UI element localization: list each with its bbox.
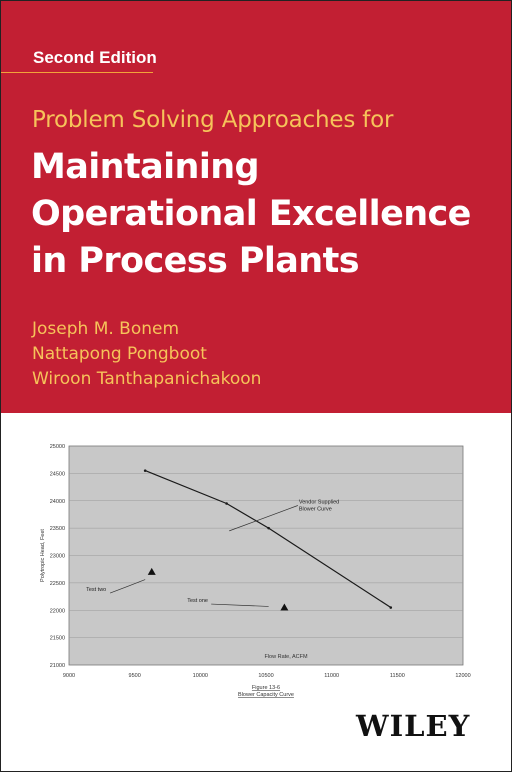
annotation-text: Test two xyxy=(86,587,106,593)
test-point-triangle xyxy=(280,603,289,611)
author-name: Wiroon Tanthapanichakoon xyxy=(32,369,262,389)
x-tick-label: 9000 xyxy=(63,673,75,679)
edition-label: Second Edition xyxy=(33,48,157,67)
annotation-text: Test one xyxy=(187,598,208,604)
y-tick-label: 21500 xyxy=(50,636,65,642)
figure-caption: Blower Capacity Curve xyxy=(238,692,294,698)
author-name: Joseph M. Bonem xyxy=(32,319,180,339)
x-tick-label: 12000 xyxy=(455,673,470,679)
y-tick-label: 22500 xyxy=(50,581,65,587)
title-line: Operational Excellence xyxy=(31,194,471,234)
title-line: Maintaining xyxy=(31,147,260,187)
blower-curve-line xyxy=(144,470,392,609)
annotation-arrow xyxy=(109,579,146,594)
curve-point xyxy=(225,502,228,505)
curve-point xyxy=(267,526,270,530)
author-list: Joseph M. Bonem Nattapong Pongboot Wiroo… xyxy=(32,317,261,392)
annotation-arrow xyxy=(211,603,269,607)
y-tick-label: 23500 xyxy=(50,526,65,532)
blower-capacity-chart: 21000 21500 22000 22500 23000 23500 24000 24500… xyxy=(31,433,471,703)
y-axis-label: Polytropic Head, Feet xyxy=(40,529,46,582)
curve-point xyxy=(143,469,147,472)
annotation-text: Blower Curve xyxy=(299,506,332,512)
y-tick-label: 21000 xyxy=(50,663,65,669)
x-tick-label: 10000 xyxy=(193,673,208,679)
x-tick-label: 10500 xyxy=(258,673,273,679)
x-axis-label: Flow Rate, ACFM xyxy=(264,654,308,660)
annotation-arrow xyxy=(229,505,298,532)
x-tick-label: 11000 xyxy=(324,673,339,679)
title-line: in Process Plants xyxy=(31,241,360,281)
y-tick-label: 23000 xyxy=(50,554,65,560)
y-tick-label: 22000 xyxy=(50,608,65,614)
publisher-logo: WILEY xyxy=(356,709,471,743)
test-point-triangle xyxy=(147,567,156,575)
author-name: Nattapong Pongboot xyxy=(32,344,207,364)
subtitle: Problem Solving Approaches for xyxy=(32,107,394,133)
figure-caption: Figure 13-6 xyxy=(252,685,280,691)
y-tick-label: 24000 xyxy=(50,499,65,505)
x-tick-label: 11500 xyxy=(390,673,405,679)
x-tick-label: 9500 xyxy=(129,673,141,679)
y-tick-label: 24500 xyxy=(50,471,65,477)
curve-point xyxy=(389,606,393,609)
chart-svg: 21000 21500 22000 22500 23000 23500 24000 24500… xyxy=(40,444,471,698)
book-title: Maintaining Operational Excellence in Pr… xyxy=(31,144,501,285)
annotation-text: Vendor Supplied xyxy=(299,499,339,505)
edition-rule xyxy=(1,72,153,73)
y-tick-label: 25000 xyxy=(50,444,65,450)
title-band: Second Edition Problem Solving Approache… xyxy=(1,1,511,413)
